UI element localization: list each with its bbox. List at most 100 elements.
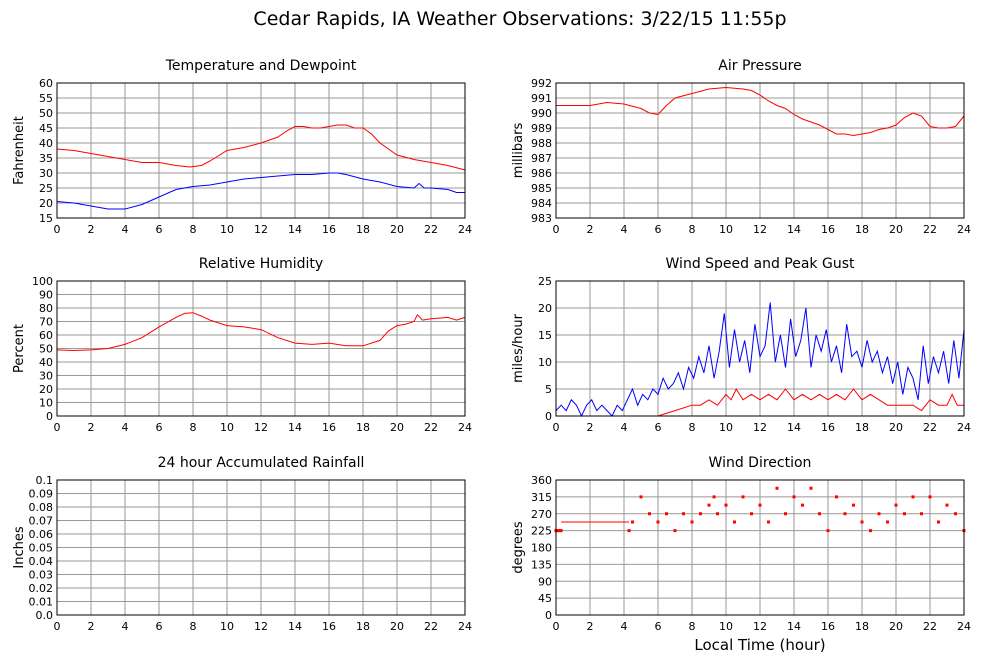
y-tick-label: 15: [538, 329, 552, 342]
chart-title: Temperature and Dewpoint: [165, 58, 357, 74]
x-tick-label: 8: [190, 620, 197, 633]
y-tick-label: 270: [531, 508, 552, 521]
y-tick-label: 30: [39, 167, 53, 180]
x-tick-label: 20: [390, 223, 404, 236]
y-tick-label: 40: [39, 356, 53, 369]
x-tick-label: 24: [957, 620, 971, 633]
y-tick-label: 60: [39, 329, 53, 342]
x-tick-label: 10: [719, 620, 733, 633]
data-point: [712, 495, 716, 499]
x-tick-label: 2: [587, 223, 594, 236]
data-point: [775, 486, 779, 490]
y-tick-label: 35: [39, 152, 53, 165]
y-tick-label: 90: [39, 289, 53, 302]
data-point: [835, 495, 838, 499]
x-tick-label: 2: [88, 223, 95, 236]
y-tick-label: 90: [538, 575, 552, 588]
data-point: [631, 520, 634, 524]
y-tick-label: 0: [545, 609, 552, 622]
data-point: [556, 529, 560, 533]
y-tick-label: 0.06: [29, 528, 54, 541]
plot-frame: [56, 280, 466, 417]
x-tick-label: 12: [254, 223, 268, 236]
data-point: [894, 503, 898, 507]
x-tick-label: 6: [156, 421, 163, 434]
x-tick-label: 4: [621, 223, 628, 236]
data-point: [860, 520, 864, 524]
data-point: [557, 529, 561, 533]
x-tick-label: 24: [458, 223, 472, 236]
x-tick-label: 0: [54, 223, 61, 236]
x-tick-label: 18: [855, 421, 869, 434]
y-tick-label: 80: [39, 302, 53, 315]
y-tick-label: 20: [39, 383, 53, 396]
x-tick-label: 22: [923, 223, 937, 236]
x-tick-label: 8: [190, 223, 197, 236]
x-tick-label: 24: [458, 421, 472, 434]
data-point: [656, 520, 660, 524]
x-tick-label: 6: [156, 223, 163, 236]
x-tick-label: 6: [655, 620, 662, 633]
x-tick-label: 14: [288, 421, 302, 434]
y-axis-label: miles/hour: [511, 313, 526, 382]
y-axis-label: millibars: [511, 123, 526, 179]
plot-frame: [56, 82, 466, 219]
x-axis-label: Local Time (hour): [694, 636, 825, 654]
data-point: [869, 529, 872, 533]
x-tick-label: 20: [390, 421, 404, 434]
y-axis-label: Percent: [12, 324, 27, 373]
y-tick-label: 0.0: [36, 609, 54, 622]
y-tick-label: 0: [545, 410, 552, 423]
y-tick-label: 70: [39, 316, 53, 329]
x-tick-label: 16: [821, 223, 835, 236]
y-tick-label: 360: [531, 474, 552, 487]
x-tick-label: 4: [122, 223, 129, 236]
y-tick-label: 0: [46, 410, 53, 423]
x-tick-label: 2: [587, 421, 594, 434]
data-point: [843, 512, 847, 516]
data-point: [639, 495, 643, 499]
x-tick-label: 0: [553, 223, 560, 236]
y-tick-label: 45: [39, 122, 53, 135]
series-line: [56, 124, 466, 171]
x-tick-label: 12: [254, 421, 268, 434]
chart-title: Wind Speed and Peak Gust: [666, 256, 855, 272]
y-tick-label: 0.04: [29, 555, 54, 568]
y-tick-label: 55: [39, 92, 53, 105]
x-tick-label: 10: [220, 421, 234, 434]
data-point: [665, 512, 668, 516]
x-tick-label: 8: [689, 620, 696, 633]
data-point: [707, 503, 711, 507]
y-tick-label: 986: [531, 167, 552, 180]
data-point: [809, 486, 813, 490]
y-tick-label: 40: [39, 137, 53, 150]
y-tick-label: 987: [531, 152, 552, 165]
data-point: [682, 512, 685, 516]
y-tick-label: 983: [531, 212, 552, 225]
data-point: [627, 529, 631, 533]
x-tick-label: 16: [322, 223, 336, 236]
x-tick-label: 4: [122, 421, 129, 434]
data-point: [937, 520, 940, 524]
x-tick-label: 10: [220, 223, 234, 236]
y-tick-label: 991: [531, 92, 552, 105]
y-tick-label: 992: [531, 77, 552, 90]
x-tick-label: 8: [190, 421, 197, 434]
data-point: [758, 503, 762, 507]
data-point: [784, 512, 787, 516]
data-point: [801, 503, 804, 507]
y-tick-label: 0.05: [29, 542, 54, 555]
data-point: [767, 520, 770, 524]
y-tick-label: 0.09: [29, 488, 54, 501]
data-point: [852, 503, 855, 507]
x-tick-label: 18: [356, 620, 370, 633]
x-tick-label: 14: [787, 421, 801, 434]
y-tick-label: 20: [538, 302, 552, 315]
data-point: [954, 512, 957, 516]
data-point: [699, 512, 702, 516]
